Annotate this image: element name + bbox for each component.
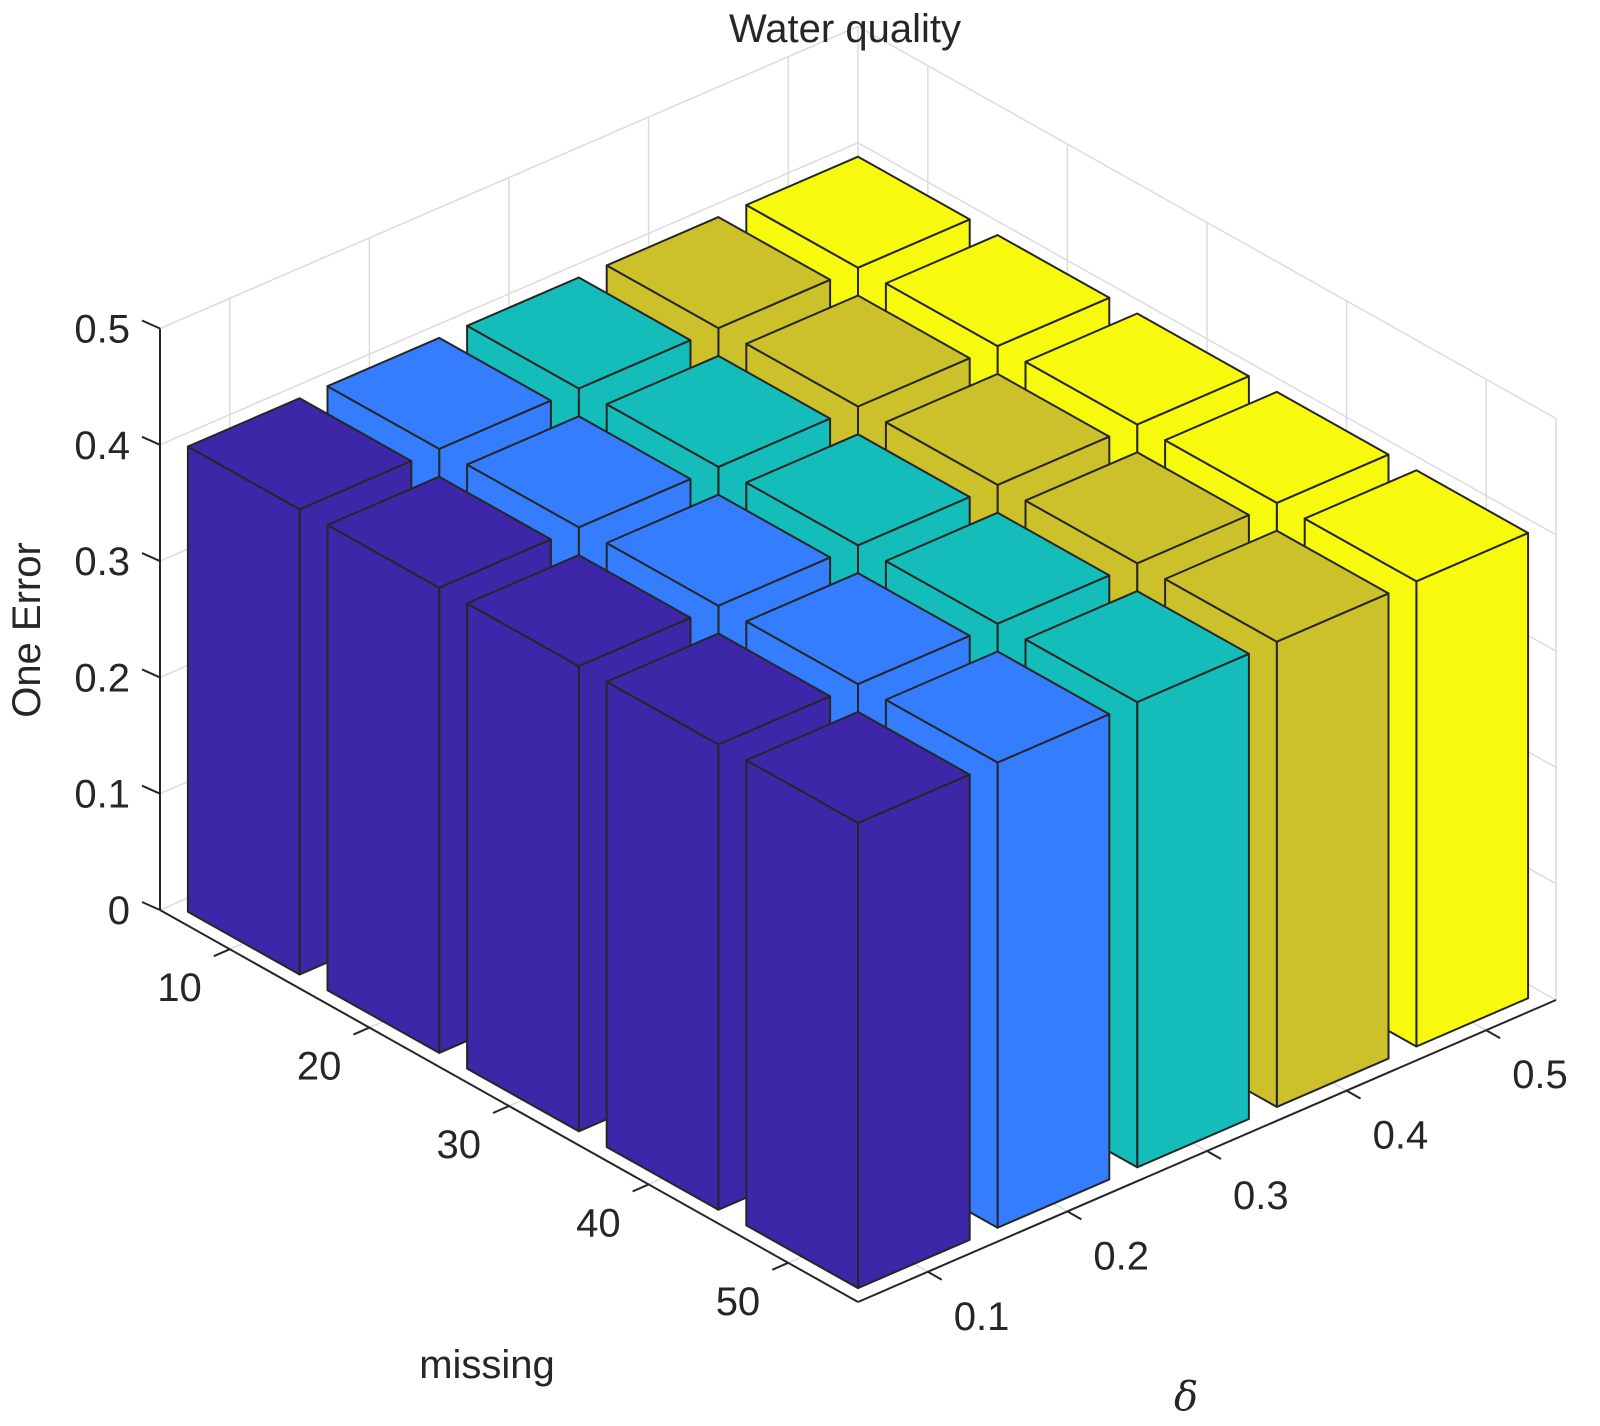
y-tick-label: 0.5	[1512, 1053, 1568, 1097]
bar-top-face	[884, 372, 1111, 486]
bars	[186, 155, 1530, 1290]
bar-top-face	[605, 354, 832, 468]
bar-top-face	[1024, 451, 1250, 565]
bar-top-face	[884, 511, 1111, 625]
x-tick	[492, 1105, 510, 1114]
y-tick	[1066, 1210, 1082, 1221]
x-tick-label: 40	[576, 1201, 621, 1245]
x-tick-label: 50	[716, 1280, 761, 1324]
y-axis-label: δ	[1174, 1374, 1198, 1420]
y-tick-label: 0.1	[954, 1295, 1010, 1339]
bar-top-face	[466, 415, 692, 529]
y-tick-label: 0.4	[1373, 1114, 1429, 1158]
bar-top-face	[1024, 590, 1250, 704]
bar-side-face	[186, 445, 301, 976]
bar-top-face	[1024, 312, 1250, 426]
x-tick	[352, 1026, 370, 1036]
bar-side-face	[745, 759, 859, 1290]
z-tick	[141, 668, 161, 679]
z-tick-label: 0.5	[74, 308, 130, 352]
z-tick-label: 0.1	[74, 773, 130, 817]
bar-top-face	[186, 397, 413, 511]
y-tick	[1485, 1029, 1501, 1040]
bar-top-face	[745, 710, 971, 824]
bar-top-face	[605, 493, 832, 607]
z-tick-label: 0.2	[74, 656, 130, 700]
bar-top-face	[326, 336, 552, 450]
chart-title: Water quality	[729, 7, 961, 51]
bar-top-face	[884, 650, 1111, 764]
bar-side-face	[605, 680, 720, 1211]
bar-top-face	[326, 475, 552, 589]
bar-front-face	[1136, 652, 1250, 1169]
y-tick	[927, 1270, 943, 1281]
x-tick-label: 30	[437, 1123, 482, 1167]
axes: 0 0.1 0.2 0.3 0.4 0.5 10 20 30 40 50 0.1 0.2 0.3 0.4 0.…	[74, 308, 1567, 1339]
z-tick	[141, 784, 161, 795]
x-tick-label: 10	[157, 966, 202, 1010]
bar-top-face	[605, 632, 832, 746]
y-tick	[1346, 1089, 1362, 1100]
z-tick-label: 0	[108, 889, 130, 933]
bar-top-face	[1303, 469, 1530, 583]
bar	[745, 710, 971, 1290]
bar-top-face	[466, 554, 692, 668]
z-tick	[141, 435, 161, 446]
bar-side-face	[326, 524, 441, 1054]
x-tick-label: 20	[297, 1045, 342, 1089]
z-tick	[141, 319, 161, 330]
bar-front-face	[857, 773, 971, 1290]
bar-top-face	[884, 234, 1111, 348]
bar-side-face	[466, 602, 580, 1133]
x-tick	[771, 1261, 789, 1271]
z-tick	[141, 552, 161, 563]
bar-top-face	[1164, 390, 1390, 504]
bar-top-face	[745, 155, 971, 269]
bar-front-face	[1415, 532, 1530, 1048]
x-axis-label: missing	[419, 1343, 555, 1387]
y-tick-label: 0.2	[1093, 1234, 1149, 1278]
bar-top-face	[605, 216, 832, 330]
bar-top-face	[1164, 529, 1390, 643]
z-tick-label: 0.4	[74, 424, 130, 468]
bar-top-face	[745, 572, 971, 686]
bar-front-face	[996, 713, 1111, 1229]
x-tick	[213, 948, 231, 958]
bar-front-face	[1275, 592, 1390, 1108]
bar-top-face	[745, 433, 971, 547]
bar-top-face	[745, 294, 971, 408]
x-tick	[632, 1183, 650, 1193]
y-tick-label: 0.3	[1233, 1174, 1289, 1218]
bar-top-face	[466, 276, 692, 390]
z-tick	[141, 901, 161, 911]
z-axis-label: One Error	[5, 542, 49, 718]
z-tick-label: 0.3	[74, 540, 130, 584]
y-tick	[1206, 1150, 1222, 1160]
